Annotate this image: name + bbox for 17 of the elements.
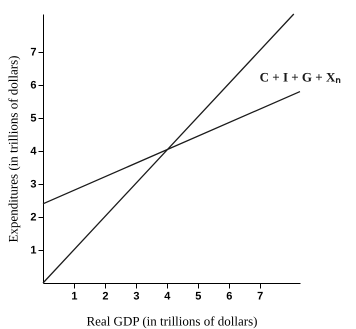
y-tick-label: 1: [30, 244, 36, 256]
x-tick-label: 3: [133, 290, 140, 302]
x-axis-title: Real GDP (in trillions of dollars): [86, 314, 258, 328]
y-tick-label: 3: [30, 178, 36, 190]
x-tick-label: 5: [195, 290, 202, 302]
x-tick-label: 4: [164, 290, 172, 302]
x-tick-label: 6: [226, 290, 232, 302]
y-tick-label: 7: [30, 46, 36, 58]
y-tick-label: 4: [30, 145, 38, 158]
series-label: C + I + G + Xₙ: [260, 70, 340, 85]
y-tick-label: 2: [30, 211, 36, 224]
x-tick-label: 2: [102, 290, 108, 302]
y-tick-label: 6: [30, 79, 36, 92]
x-tick-label: 1: [71, 290, 78, 302]
x-tick-label: 7: [257, 290, 264, 302]
y-tick-label: 5: [30, 112, 36, 124]
y-axis-title: Expenditures (in trillions of dollars): [5, 55, 20, 243]
